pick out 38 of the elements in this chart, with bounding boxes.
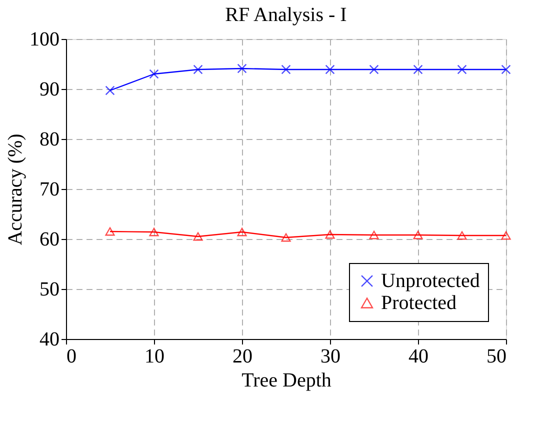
y-tick-label: 60	[40, 228, 60, 250]
point	[413, 230, 423, 240]
point	[237, 228, 247, 236]
point	[193, 64, 203, 74]
y-tick-label: 50	[40, 278, 60, 300]
x-tick-label: 0	[66, 346, 76, 368]
point	[193, 232, 203, 241]
legend-label: Protected	[381, 292, 457, 314]
point	[325, 64, 335, 74]
x-tick-label: 10	[144, 346, 164, 368]
point	[369, 230, 379, 240]
x-tick-label: 40	[408, 346, 428, 368]
point	[457, 64, 467, 74]
chart-title: RF Analysis - I	[225, 4, 347, 26]
x-axis-title: Tree Depth	[242, 370, 332, 392]
x-tick-label: 50	[486, 346, 506, 368]
x-tick-label: 20	[232, 346, 252, 368]
y-tick-label: 70	[40, 178, 60, 200]
point	[105, 86, 115, 96]
point	[149, 228, 159, 236]
point	[501, 231, 511, 240]
point	[413, 64, 423, 74]
point	[501, 64, 511, 74]
point	[325, 230, 335, 239]
x-tick-label: 30	[320, 346, 340, 368]
point	[281, 64, 291, 74]
y-axis-title: Accuracy (%)	[4, 134, 26, 246]
point	[457, 231, 467, 240]
point	[237, 64, 247, 74]
y-tick-label: 90	[40, 78, 60, 100]
y-tick-label: 40	[40, 328, 60, 350]
point	[149, 69, 159, 79]
point	[369, 64, 379, 74]
y-tick-label: 80	[40, 128, 60, 150]
y-tick-label: 100	[30, 28, 60, 50]
point	[105, 227, 115, 236]
point	[281, 233, 291, 242]
legend-label: Unprotected	[381, 270, 480, 292]
